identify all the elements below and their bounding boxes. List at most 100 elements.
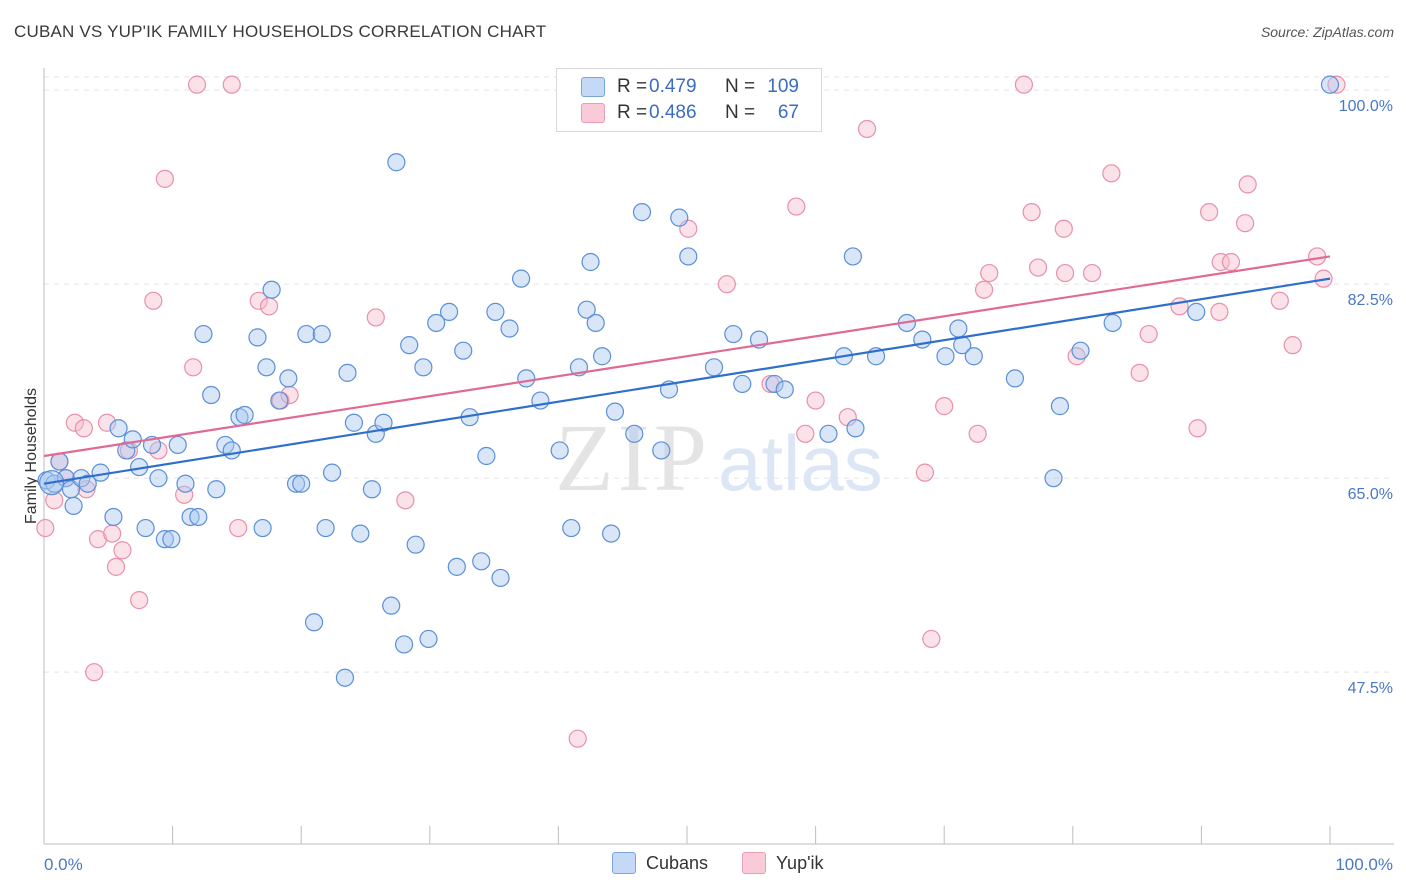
yupik-point bbox=[968, 424, 987, 443]
legend-row-cubans: R = 0.479 N = 109 bbox=[581, 75, 799, 99]
cubans-point bbox=[257, 358, 276, 377]
cubans-point bbox=[670, 208, 689, 227]
yupik-point bbox=[1014, 75, 1034, 94]
cubans-point bbox=[1187, 302, 1206, 321]
watermark-zip: ZIP bbox=[555, 404, 711, 511]
cubans-point bbox=[181, 507, 200, 527]
cubans-point bbox=[964, 347, 983, 366]
yupik-point bbox=[113, 541, 132, 560]
yupik-point bbox=[806, 391, 825, 410]
cubans-point bbox=[605, 402, 625, 421]
cubans-point bbox=[472, 552, 491, 571]
cubans-point bbox=[447, 557, 466, 576]
legend-r-label: R = bbox=[617, 76, 648, 97]
cubans-point bbox=[344, 413, 364, 432]
cubans-point bbox=[335, 668, 355, 687]
yupik-point bbox=[249, 291, 268, 310]
yupik-point bbox=[568, 729, 587, 748]
yupik-point bbox=[1210, 302, 1229, 321]
yupik-point bbox=[974, 280, 994, 299]
yupik-point bbox=[1139, 324, 1158, 344]
yupik-point bbox=[935, 397, 954, 416]
cubans-point bbox=[292, 474, 311, 493]
cubans-point bbox=[843, 247, 862, 266]
yupik-point bbox=[97, 413, 117, 432]
cubans-point bbox=[491, 568, 510, 588]
cubans-point bbox=[936, 347, 955, 366]
legend-r-value: 0.486 bbox=[649, 102, 697, 123]
cubans-point bbox=[104, 507, 123, 527]
cubans-point bbox=[400, 336, 419, 355]
cubans-point bbox=[1005, 369, 1025, 388]
cubans-point bbox=[724, 324, 743, 344]
cubans-point bbox=[207, 480, 226, 499]
cubans-point bbox=[775, 380, 794, 399]
yupik-point bbox=[1327, 75, 1346, 94]
yupik-point bbox=[155, 169, 174, 188]
cubans-point bbox=[78, 474, 97, 493]
chart-title: CUBAN VS YUP'IK FAMILY HOUSEHOLDS CORREL… bbox=[14, 22, 547, 41]
cubans-point bbox=[194, 324, 213, 344]
yupik-point bbox=[857, 119, 877, 139]
yupik-point bbox=[187, 75, 207, 94]
cubans-point bbox=[312, 324, 331, 344]
legend-r-value: 0.479 bbox=[649, 76, 697, 97]
yupik-point bbox=[1055, 263, 1075, 283]
cubans-point bbox=[500, 319, 519, 338]
source-label: Source: ZipAtlas.com bbox=[1260, 24, 1394, 40]
x-ticks: 0.0% 100.0% bbox=[43, 826, 1393, 874]
cubans-point bbox=[486, 302, 505, 321]
cubans-point bbox=[704, 358, 724, 377]
cubans-point bbox=[1320, 75, 1340, 94]
cubans-point bbox=[765, 374, 784, 394]
yupik-point bbox=[922, 629, 941, 649]
cubans-point bbox=[1050, 397, 1070, 416]
cubans-point bbox=[733, 374, 752, 394]
legend-r-label: R = bbox=[617, 102, 648, 123]
cubans-point bbox=[64, 496, 83, 515]
yupik-point bbox=[103, 524, 122, 543]
cubans-point bbox=[123, 430, 142, 449]
x-tick-label: 0.0% bbox=[44, 855, 83, 874]
cubans-point bbox=[550, 441, 569, 460]
cubans-point bbox=[136, 518, 155, 538]
yupik-point bbox=[1082, 263, 1102, 283]
x-tick-label: 100.0% bbox=[1335, 855, 1393, 874]
yupik-point bbox=[85, 663, 104, 682]
cubans-point bbox=[679, 247, 698, 266]
yupik-point bbox=[65, 413, 84, 432]
cubans-point bbox=[439, 302, 459, 321]
cubans-point bbox=[949, 319, 968, 338]
yupik-point bbox=[366, 308, 385, 327]
cubans-point bbox=[189, 507, 208, 527]
cubans-point bbox=[362, 480, 382, 499]
cubans-point bbox=[562, 518, 581, 538]
legend-label-cubans: Cubans bbox=[646, 852, 709, 873]
cubans-point bbox=[262, 280, 281, 299]
y-tick-labels: 47.5% 65.0% 82.5% 100.0% bbox=[1339, 98, 1393, 697]
legend-swatch-yupik bbox=[581, 103, 605, 123]
watermark: ZIP atlas bbox=[555, 404, 883, 511]
legend-n-value: 67 bbox=[777, 102, 799, 123]
y-tick-label: 100.0% bbox=[1339, 98, 1393, 115]
cubans-point bbox=[427, 313, 446, 333]
cubans-point bbox=[149, 469, 168, 488]
yupik-point bbox=[1170, 297, 1189, 316]
watermark-atlas: atlas bbox=[718, 419, 883, 507]
yupik-point bbox=[1054, 219, 1073, 238]
legend-item-cubans: Cubans bbox=[612, 852, 708, 874]
series-legend: Cubans Yup'ik bbox=[612, 852, 858, 874]
cubans-point bbox=[351, 524, 370, 543]
yupik-point bbox=[1022, 203, 1041, 222]
yupik-point bbox=[106, 557, 126, 576]
yupik-point bbox=[1200, 203, 1219, 222]
legend-n-label: N = bbox=[725, 76, 756, 97]
series-cubans bbox=[37, 75, 1340, 687]
yupik-point bbox=[396, 491, 415, 510]
cubans-point bbox=[1044, 469, 1063, 488]
cubans-point bbox=[846, 419, 865, 438]
cubans-point bbox=[202, 385, 221, 405]
cubans-point bbox=[297, 324, 316, 344]
yupik-point bbox=[130, 591, 149, 610]
